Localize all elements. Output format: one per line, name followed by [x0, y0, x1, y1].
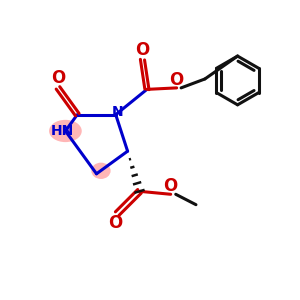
Text: O: O — [135, 41, 150, 59]
Text: O: O — [108, 214, 122, 232]
Ellipse shape — [91, 163, 111, 179]
Text: O: O — [51, 69, 65, 87]
Text: O: O — [164, 177, 178, 195]
Text: HN: HN — [51, 124, 74, 138]
Text: N: N — [111, 105, 123, 119]
Ellipse shape — [49, 120, 82, 142]
Text: O: O — [169, 70, 184, 88]
